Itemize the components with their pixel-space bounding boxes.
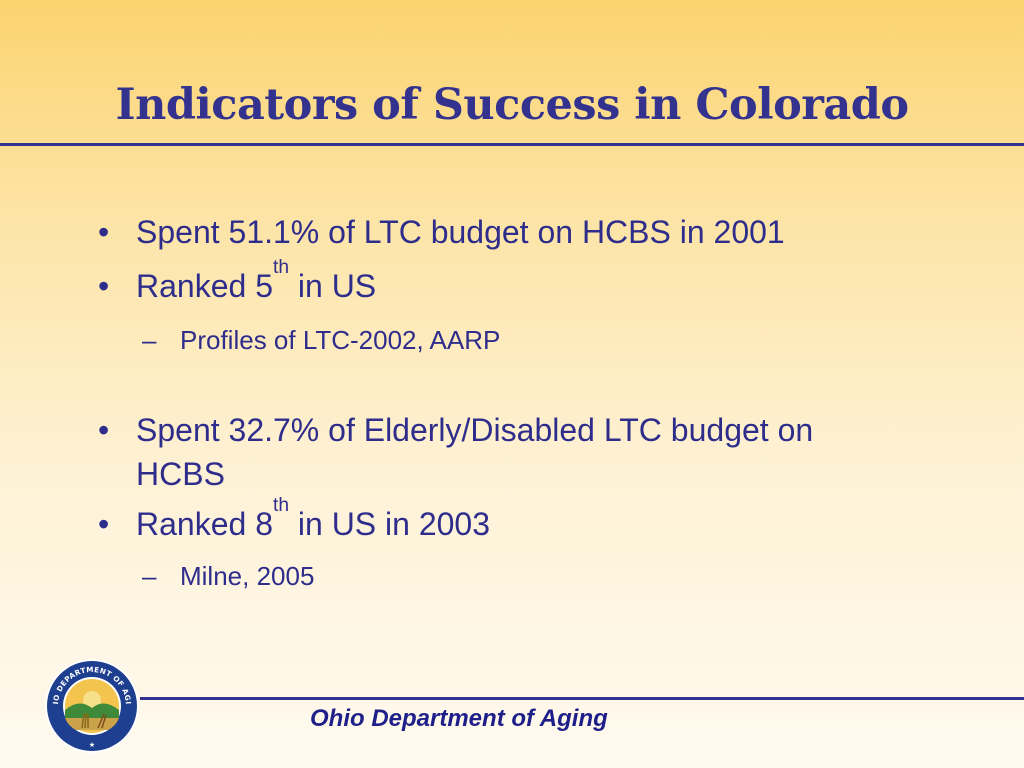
slide-title: Indicators of Success in Colorado [115,80,909,130]
superscript: th [272,257,289,278]
ohio-department-of-aging-seal-icon: OHIO DEPARTMENT OF AGING ★ [44,658,139,753]
sub-bullet-text: Profiles of LTC-2002, AARP [180,325,501,355]
footer-divider [140,697,1024,700]
footer-org-name: Ohio Department of Aging [310,705,608,732]
bullet-text: Ranked 8th in US in 2003 [136,495,491,542]
bullet-text: Ranked 5th in US [136,257,377,304]
bullet-icon: • [98,268,110,304]
bullet-text: Spent 51.1% of LTC budget on HCBS in 200… [136,214,785,250]
bullet-icon: • [98,214,110,250]
svg-text:★: ★ [89,741,95,749]
sub-bullet-text: Milne, 2005 [180,561,315,591]
title-divider [0,143,1024,146]
bullet-text-line1: Spent 32.7% of Elderly/Disabled LTC budg… [136,412,814,448]
bullet-icon: • [98,506,110,542]
dash-icon: – [142,325,157,355]
bullet-icon: • [98,412,110,448]
dash-icon: – [142,561,157,591]
bullet-text-line2: HCBS [136,456,225,492]
superscript: th [272,495,289,516]
